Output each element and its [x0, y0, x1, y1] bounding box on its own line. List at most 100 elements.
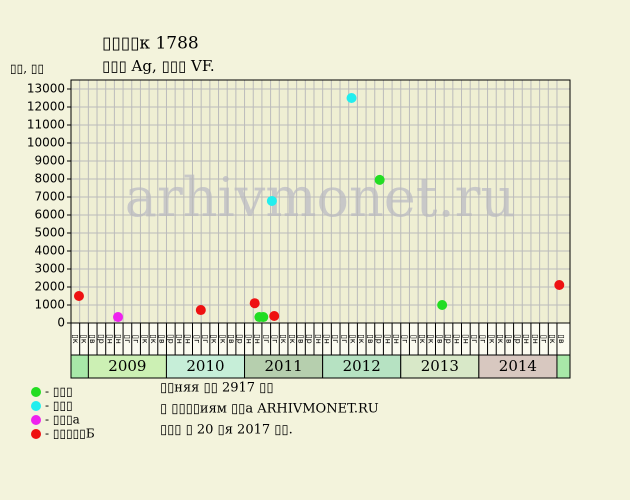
column-label: ▯к: [357, 334, 366, 343]
point: [249, 298, 260, 309]
y-tick-label: 11000: [27, 118, 65, 132]
column-label: ▯к: [149, 334, 158, 343]
point: [266, 195, 277, 206]
column-label: ▯к: [140, 334, 149, 343]
year-label: 2011: [265, 357, 303, 375]
year-label: 2014: [499, 357, 537, 375]
note: ▯▯няя ▯▯ 2917 ▯▯: [160, 381, 273, 396]
column-label: ▯р: [305, 334, 314, 343]
column-label: ▯г: [270, 335, 279, 344]
column-label: ▯н: [323, 334, 332, 344]
column-label: ▯к: [279, 334, 288, 343]
legend-label: - ▯▯▯: [45, 399, 73, 413]
column-label: ▯в: [88, 334, 97, 343]
note: ▯ ▯▯▯▯иям ▯▯а ARHIVMONET.RU: [160, 402, 379, 417]
legend-marker: [31, 387, 41, 397]
column-label: ▯г: [401, 335, 410, 344]
year-label: 2012: [343, 357, 381, 375]
chart-subtitle: ▯▯▯ Ag, ▯▯▯ VF.: [102, 57, 215, 75]
column-label: ▯г: [479, 335, 488, 344]
column-label: ▯н: [253, 334, 262, 344]
point: [73, 291, 84, 301]
column-label: ▯к: [418, 334, 427, 343]
column-label: ▯р: [166, 334, 175, 343]
chart-title: ▯▯▯▯к 1788: [102, 34, 199, 54]
column-label: ▯г: [470, 335, 479, 344]
column-label: ▯р: [513, 334, 522, 343]
column-label: ▯г: [331, 335, 340, 344]
column-label: ▯н: [522, 334, 531, 344]
plot-area: [70, 79, 571, 324]
column-label: ▯н: [531, 334, 540, 344]
point: [195, 305, 206, 316]
column-label: ▯в: [435, 334, 444, 343]
column-label: ▯н: [392, 334, 401, 344]
column-label: ▯н: [175, 334, 184, 344]
point: [269, 310, 280, 321]
year-label: 2010: [186, 357, 224, 375]
point: [437, 300, 448, 310]
column-label: ▯р: [97, 334, 106, 343]
column-label: ▯г: [539, 335, 548, 344]
column-label: ▯н: [461, 334, 470, 344]
column-label: ▯г: [192, 335, 201, 344]
y-tick-label: 0: [57, 316, 65, 330]
column-label: ▯г: [132, 335, 141, 344]
column-label: ▯к: [288, 334, 297, 343]
legend-marker: [31, 401, 41, 411]
legend-label: - ▯▯▯▯▯Б: [45, 427, 95, 441]
column-label: ▯г: [123, 335, 132, 344]
column-label: ▯к: [496, 334, 505, 343]
column-label: ▯в: [227, 334, 236, 343]
point: [258, 312, 269, 323]
column-label: ▯г: [409, 335, 418, 344]
y-tick-label: 3000: [34, 262, 65, 276]
column-label: ▯к: [218, 334, 227, 343]
legend-marker: [31, 415, 41, 425]
legend-label: - ▯▯▯: [45, 385, 73, 399]
column-label: ▯н: [314, 334, 323, 344]
y-tick-label: 10000: [27, 136, 65, 150]
year-label: 2009: [108, 357, 146, 375]
note: ▯▯▯ ▯ 20 ▯я 2017 ▯▯.: [160, 423, 293, 438]
column-label: ▯н: [184, 334, 193, 344]
column-label: ▯к: [487, 334, 496, 343]
column-label: ▯к: [71, 334, 80, 343]
legend-label: - ▯▯▯а: [45, 413, 80, 427]
y-tick-label: 9000: [34, 154, 65, 168]
y-tick-label: 2000: [34, 280, 65, 294]
column-label: ▯н: [244, 334, 253, 344]
column-label: ▯г: [201, 335, 210, 344]
column-label: ▯г: [262, 335, 271, 344]
year-label: 2013: [421, 357, 459, 375]
column-label: ▯н: [383, 334, 392, 344]
y-tick-label: 7000: [34, 190, 65, 204]
y-tick-label: 1000: [34, 298, 65, 312]
column-label: ▯в: [505, 334, 514, 343]
y-tick-label: 8000: [34, 172, 65, 186]
year-band: [478, 354, 558, 379]
y-tick-label: 13000: [27, 82, 65, 96]
plot-frame: [70, 79, 571, 324]
column-label: ▯р: [444, 334, 453, 343]
y-axis-label: ▯▯, ▯▯: [10, 62, 44, 76]
column-label: ▯к: [80, 334, 89, 343]
y-tick-label: 6000: [34, 208, 65, 222]
column-label: ▯в: [158, 334, 167, 343]
column-label: ▯к: [349, 334, 358, 343]
column-label: ▯в: [366, 334, 375, 343]
column-label: ▯р: [236, 334, 245, 343]
column-label: ▯н: [106, 334, 115, 344]
column-label: ▯в: [557, 334, 566, 343]
y-tick-label: 5000: [34, 226, 65, 240]
column-label: ▯н: [114, 334, 123, 344]
column-label: ▯к: [210, 334, 219, 343]
column-label: ▯к: [548, 334, 557, 343]
column-label: ▯р: [375, 334, 384, 343]
column-label: ▯г: [340, 335, 349, 344]
column-label: ▯в: [296, 334, 305, 343]
y-tick-label: 12000: [27, 100, 65, 114]
legend-marker: [31, 429, 41, 439]
point: [346, 93, 357, 103]
